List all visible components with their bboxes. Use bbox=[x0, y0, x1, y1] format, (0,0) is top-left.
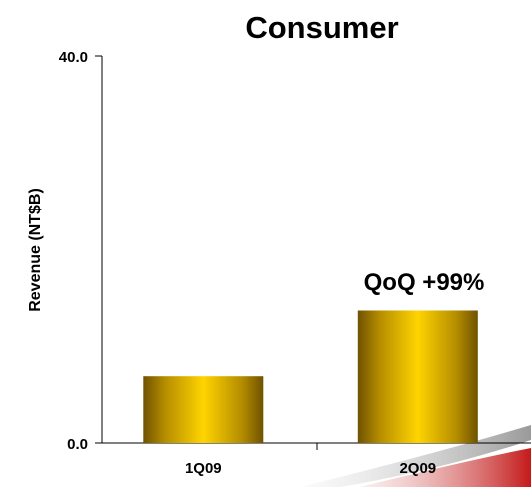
bars-group bbox=[143, 310, 478, 443]
x-tick-label-1Q09: 1Q09 bbox=[185, 460, 222, 477]
qoq-annotation: QoQ +99% bbox=[364, 269, 485, 296]
bar-2Q09 bbox=[357, 310, 478, 443]
bar-1Q09 bbox=[143, 376, 264, 443]
x-tick-label-2Q09: 2Q09 bbox=[399, 460, 436, 477]
x-tick-labels: 1Q09 2Q09 bbox=[185, 460, 436, 477]
decorative-swoosh bbox=[300, 425, 531, 487]
chart-title: Consumer bbox=[245, 10, 398, 45]
y-axis-label: Revenue (NT$B) bbox=[27, 188, 44, 312]
y-tick-label-bottom: 0.0 bbox=[67, 436, 88, 453]
y-tick-label-top: 40.0 bbox=[59, 49, 88, 66]
